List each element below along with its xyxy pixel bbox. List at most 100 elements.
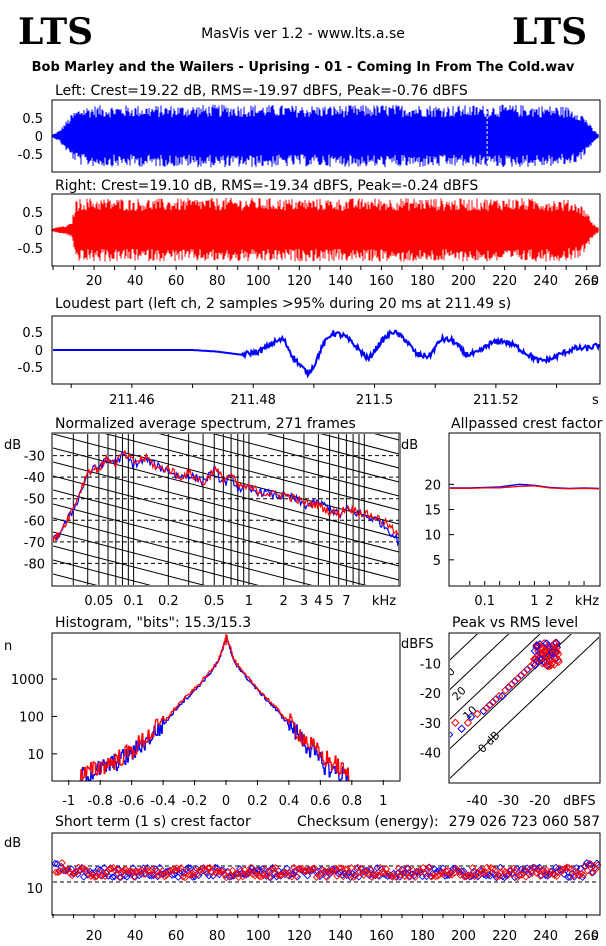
x-tick-label: 40 (127, 929, 144, 944)
scatter-point-left (466, 712, 476, 722)
left-ytick: 0.5 (22, 112, 43, 127)
scatter-cluster-point (530, 646, 540, 656)
crest-point-right (388, 873, 397, 881)
x-tick-label: 0.8 (341, 794, 362, 809)
histogram-left-line (81, 637, 350, 781)
crest-point-left (184, 864, 193, 872)
allpassed-ylabel: dB (401, 438, 418, 453)
short-crest-frame (51, 832, 601, 916)
crest-point-right (312, 873, 321, 882)
crest-point-right (516, 871, 524, 880)
scatter-cluster-point (539, 639, 549, 648)
crest-diagonal (450, 636, 599, 779)
short-crest-ylabel: dB (4, 836, 21, 851)
y-tick-label: 10 (27, 748, 44, 763)
spectrum-right-line (53, 449, 399, 543)
x-tick-label: 1 (530, 594, 538, 609)
loudest-part-panel: Loudest part (left ch, 2 samples >95% du… (18, 296, 601, 408)
slope-line (158, 434, 399, 497)
histogram-panel: Histogram, "bits": 15.3/15.3 n 100010010… (4, 615, 401, 809)
crest-point-left (110, 872, 119, 881)
loudest-trace (53, 329, 600, 379)
slope-line (53, 489, 399, 581)
loudest-part-plot (53, 329, 600, 379)
x-tick-label: -1 (62, 794, 75, 809)
loudest-xunit: s (592, 393, 599, 408)
scatter-point-left (479, 706, 488, 716)
crest-point-right (265, 873, 274, 881)
crest-point-right (199, 864, 208, 872)
x-tick-label: -40 (467, 794, 488, 809)
crest-point-right (271, 863, 280, 872)
crest-point-right (339, 872, 347, 881)
x-tick-label: 20 (86, 929, 103, 944)
crest-diagonal (450, 634, 572, 750)
x-tick-label: 0.1 (474, 594, 495, 609)
spectrum-xaxis: 0.05 0.1 0.2 0.5 1 2 3 4 5 7 kHz (84, 594, 396, 609)
crest-point-right (238, 872, 247, 881)
app-title: MasVis ver 1.2 - www.lts.a.se (201, 26, 405, 42)
crest-point-right (594, 861, 602, 869)
crest-point-right (507, 870, 516, 878)
crest-point-right (117, 869, 126, 878)
x-tick-label: 260 (574, 274, 599, 289)
crest-point-right (538, 866, 547, 874)
crest-point-right (282, 869, 290, 877)
y-tick-label: -80 (24, 557, 45, 572)
crest-point-right (158, 867, 167, 875)
crest-point-right (333, 872, 341, 880)
scatter-point-left (510, 677, 520, 686)
y-tick-label: -60 (24, 514, 45, 529)
short-crest-xaxis: 20 40 60 80 100 120 140 160 180 200 220 240 260 (52, 914, 599, 944)
crest-point-right (140, 870, 148, 878)
right-ytick: 0 (35, 224, 43, 239)
histogram-frame (51, 632, 401, 782)
slope-line (53, 503, 367, 585)
x-tick-label: 160 (369, 274, 394, 289)
crest-point-right (204, 864, 212, 872)
crest-point-right (247, 863, 255, 872)
scatter-point-right (473, 709, 482, 719)
crest-point-right (261, 865, 269, 874)
crest-point-right (314, 871, 323, 880)
scatter-point-right (519, 668, 529, 677)
crest-point-right (123, 867, 132, 875)
scatter-point-left (523, 665, 532, 674)
short-term-crest-panel: Short term (1 s) crest factor Checksum (… (4, 814, 602, 944)
spectrum-inner (53, 434, 399, 585)
crest-point-right (587, 868, 596, 877)
crest-point-left (422, 872, 431, 881)
scatter-point-right (488, 697, 498, 707)
x-tick-label: 20 (86, 274, 103, 289)
crest-point-right (536, 872, 545, 880)
histogram-yaxis: 1000 100 10 (11, 673, 57, 763)
x-tick-label: 5 (325, 594, 333, 609)
right-waveform-plot (52, 197, 599, 262)
x-tick-label: 2 (545, 594, 553, 609)
crest-point-right (403, 864, 411, 873)
x-tick-label: 100 (246, 929, 271, 944)
crest-point-right (366, 865, 374, 874)
scatter-cluster-point (535, 649, 545, 659)
slope-line (53, 461, 399, 553)
scatter-cluster-point (534, 642, 544, 651)
y-tick-label: 10 (424, 529, 441, 544)
peak-rms-xaxis: -40 -30 -20 (467, 794, 551, 809)
x-tick-label: 0.1 (123, 594, 144, 609)
x-tick-label: 7 (342, 594, 350, 609)
crest-point-right (540, 868, 549, 876)
scatter-point-left (516, 671, 526, 680)
y-tick-label: 1000 (11, 673, 44, 688)
x-tick-label: 220 (492, 929, 517, 944)
x-tick-label: 140 (328, 929, 353, 944)
scatter-point-left (485, 700, 495, 710)
crest-point-right (474, 871, 483, 880)
crest-point-right (442, 867, 450, 875)
scatter-cluster-point (541, 656, 551, 665)
scatter-cluster-point (539, 647, 548, 656)
right-waveform-xaxis: 20 40 60 80 100 120 140 160 180 200 220 240 260 (52, 266, 599, 289)
x-tick-label: 0 (222, 794, 230, 809)
crest-point-right (425, 863, 434, 872)
x-tick-label: 1 (245, 594, 253, 609)
